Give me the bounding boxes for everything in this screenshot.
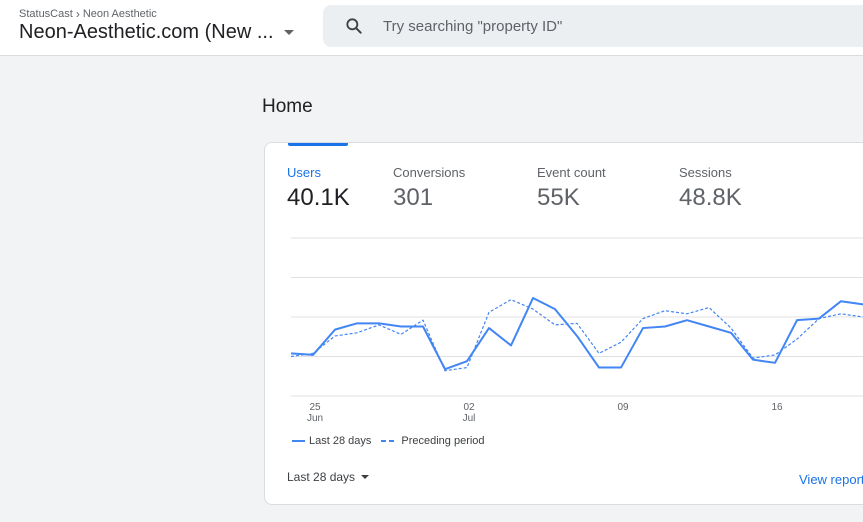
breadcrumb: StatusCast › Neon Aesthetic: [19, 7, 157, 21]
metric-label: Sessions: [679, 165, 732, 180]
metric-tab-users[interactable]: Users 40.1K: [287, 165, 350, 212]
date-range-label: Last 28 days: [287, 470, 356, 484]
dropdown-arrow-icon: [361, 475, 370, 479]
dashed-line-swatch: [381, 440, 398, 442]
property-name: Neon-Aesthetic.com (New ...: [19, 21, 274, 43]
legend-item-current: Last 28 days: [292, 435, 371, 447]
search-input[interactable]: [381, 16, 785, 36]
metric-label: Conversions: [393, 165, 466, 180]
view-report-link[interactable]: View report: [799, 472, 863, 487]
metric-label: Users: [287, 165, 321, 180]
series-line-last-28-days: [290, 297, 863, 371]
metric-value: 55K: [537, 184, 580, 211]
metric-tab-conversions[interactable]: Conversions 301: [393, 165, 465, 212]
metric-value: 48.8K: [679, 184, 742, 211]
metric-tab-sessions[interactable]: Sessions 48.8K: [679, 165, 742, 212]
property-selector[interactable]: Neon-Aesthetic.com (New ...: [19, 21, 294, 44]
x-tick-label: 25: [309, 402, 321, 413]
metric-value: 40.1K: [287, 184, 350, 211]
page-title: Home: [262, 96, 313, 117]
top-bar: StatusCast › Neon Aesthetic Neon-Aesthet…: [0, 0, 863, 56]
overview-card: Users 40.1K Conversions 301 Event count …: [264, 142, 863, 505]
chevron-right-icon: ›: [75, 7, 80, 21]
metric-label: Event count: [537, 165, 606, 180]
series-line-preceding-period: [290, 299, 863, 372]
search-bar[interactable]: [323, 5, 863, 47]
metric-value: 301: [393, 184, 434, 211]
x-tick-month-label: Jul: [463, 413, 476, 424]
legend-label: Preceding period: [401, 435, 485, 447]
breadcrumb-account[interactable]: StatusCast: [19, 8, 73, 20]
metric-tab-event-count[interactable]: Event count 55K: [537, 165, 606, 212]
search-icon: [346, 18, 362, 34]
x-tick-label: 09: [617, 402, 629, 413]
x-tick-month-label: Jun: [307, 413, 323, 424]
solid-line-swatch: [292, 440, 305, 442]
dropdown-arrow-icon: [283, 30, 294, 35]
chart-legend: Last 28 days Preceding period: [292, 435, 495, 447]
x-tick-label: 16: [771, 402, 783, 413]
legend-label: Last 28 days: [309, 435, 372, 447]
breadcrumb-property[interactable]: Neon Aesthetic: [82, 8, 157, 20]
legend-item-previous: Preceding period: [381, 435, 485, 447]
x-tick-label: 02: [463, 402, 475, 413]
date-range-dropdown[interactable]: Last 28 days: [287, 470, 370, 484]
active-tab-indicator: [288, 143, 348, 146]
